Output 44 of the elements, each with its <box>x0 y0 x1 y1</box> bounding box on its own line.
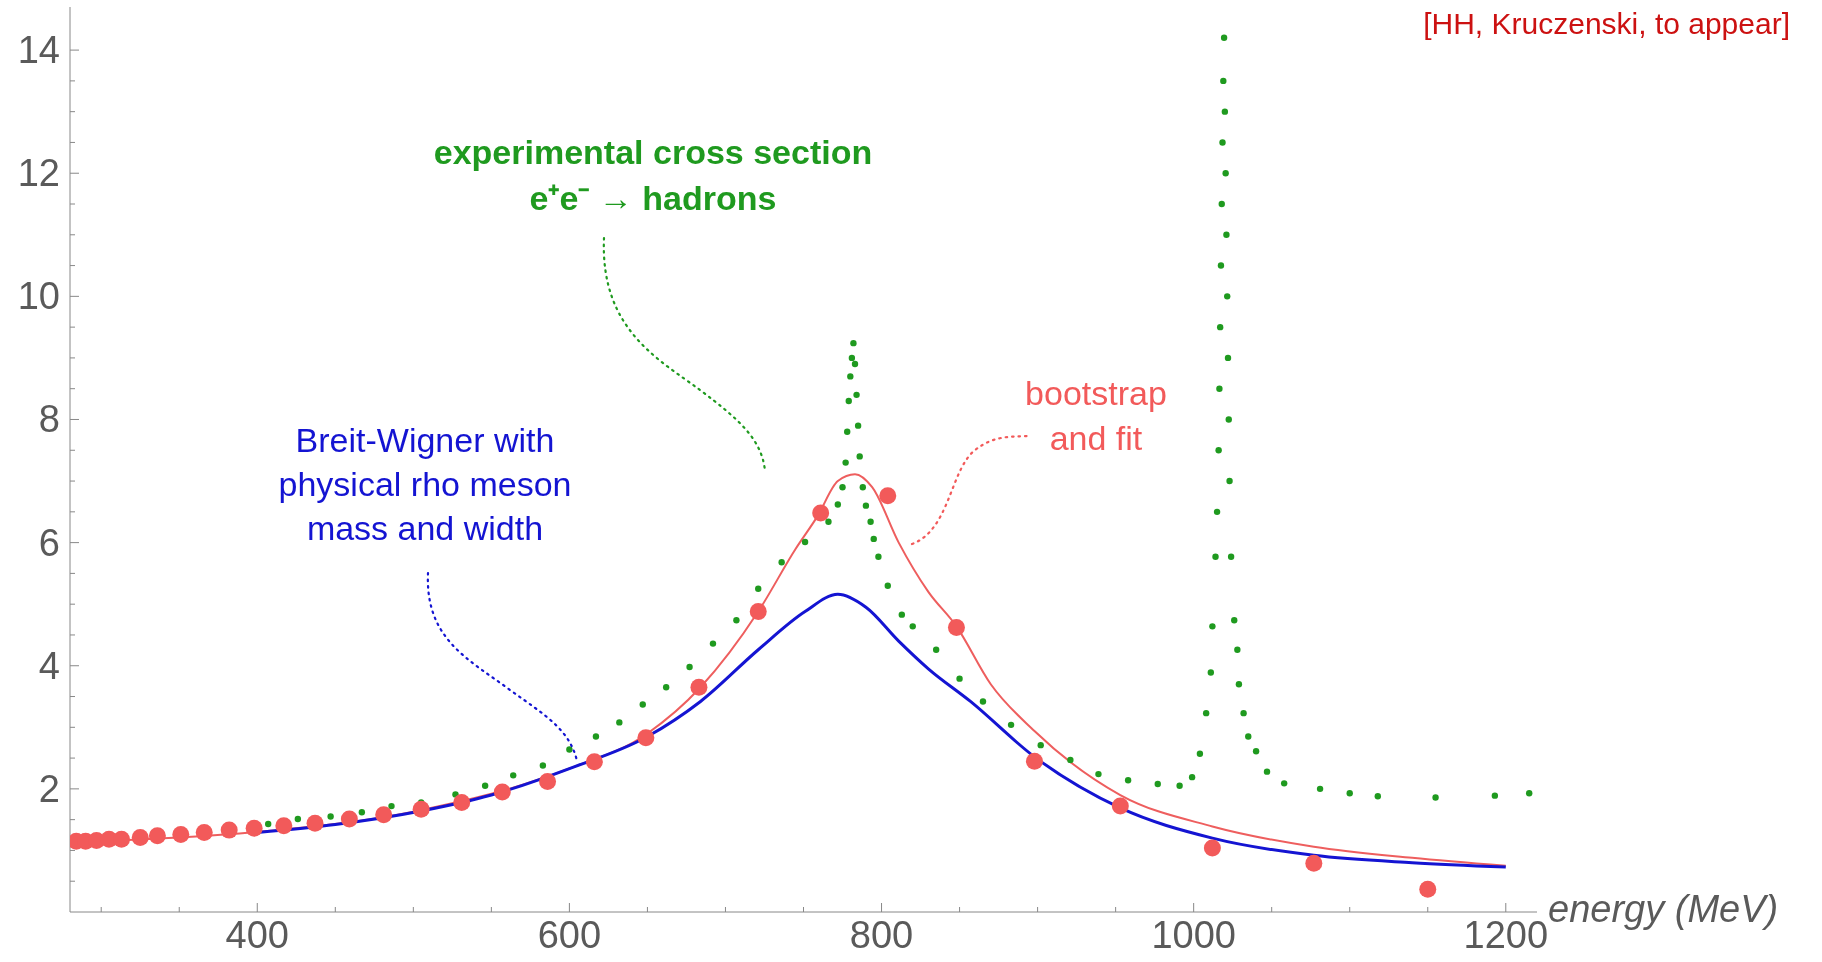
point <box>1203 839 1221 857</box>
x-tick-label: 600 <box>537 914 602 956</box>
annotation: [HH, Kruczenski, to appear] <box>1423 7 1790 40</box>
point <box>947 619 965 637</box>
point <box>172 825 190 843</box>
y-tick-label: 4 <box>38 644 60 687</box>
point <box>585 753 603 771</box>
y-tick-label: 10 <box>17 275 60 318</box>
x-axis-title: energy (MeV) <box>1548 888 1779 930</box>
point <box>1111 797 1129 815</box>
y-tick-label: 14 <box>17 29 60 72</box>
point <box>113 830 130 848</box>
point <box>1025 752 1043 770</box>
y-tick-label: 6 <box>38 521 60 564</box>
point <box>412 800 430 818</box>
point <box>493 783 511 801</box>
point <box>453 793 471 811</box>
x-tick-label: 1000 <box>1151 914 1236 956</box>
point <box>131 829 149 847</box>
x-tick-label: 400 <box>225 914 289 956</box>
point <box>1419 880 1437 898</box>
x-tick-label: 800 <box>849 914 914 956</box>
point <box>195 824 213 842</box>
point <box>1305 854 1323 872</box>
point <box>637 729 655 747</box>
point <box>306 814 324 832</box>
point <box>812 504 830 522</box>
point <box>375 806 393 824</box>
point <box>220 821 238 839</box>
point <box>690 678 708 696</box>
point <box>879 487 897 505</box>
y-tick-label: 8 <box>38 398 60 441</box>
point <box>148 827 166 845</box>
text: bootstrap and fit <box>1025 374 1167 457</box>
point <box>340 810 358 828</box>
point <box>275 817 293 835</box>
x-tick-label: 1200 <box>1463 914 1549 956</box>
point <box>749 603 767 621</box>
point <box>539 772 557 790</box>
text: experimental cross section e⁺e⁻ → hadrons <box>433 133 873 217</box>
y-tick-label: 12 <box>17 152 60 195</box>
text: Breit-Wigner with physical rho meson mass and width <box>278 421 572 547</box>
y-tick-label: 2 <box>38 767 60 810</box>
point <box>245 819 263 837</box>
